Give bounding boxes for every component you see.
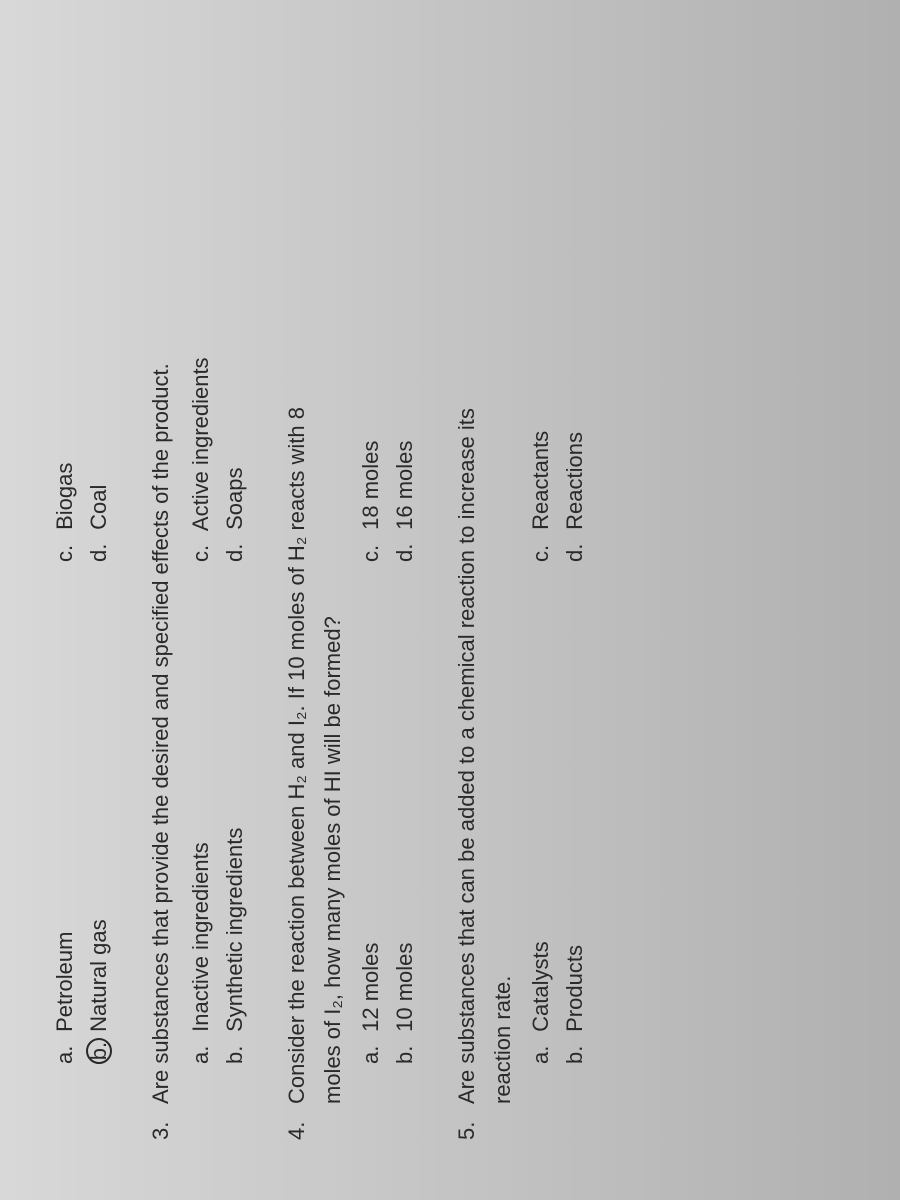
q2-c-text: Biogas bbox=[52, 463, 77, 530]
q3-options: a. Inactive ingredients c. Active ingred… bbox=[184, 60, 252, 1084]
q5-option-b: b. Products bbox=[558, 562, 592, 1064]
q4-option-a: a. 12 moles bbox=[354, 562, 388, 1064]
q3-a-label: a. bbox=[188, 1038, 214, 1064]
q4-question: 4. Consider the reaction between H₂ and … bbox=[284, 60, 310, 1140]
q4-option-b: b. 10 moles bbox=[388, 562, 422, 1064]
q4-text-line1: Consider the reaction between H₂ and I₂.… bbox=[284, 407, 309, 1104]
q3-d-label: d. bbox=[222, 536, 248, 562]
q3-b-text: Synthetic ingredients bbox=[222, 828, 247, 1032]
q5-d-text: Reactions bbox=[562, 432, 587, 530]
q5-option-a: a. Catalysts bbox=[524, 562, 558, 1064]
q5-a-label: a. bbox=[528, 1038, 554, 1064]
q3-text: Are substances that provide the desired … bbox=[148, 60, 174, 1104]
q4-block: 4. Consider the reaction between H₂ and … bbox=[284, 60, 422, 1140]
q4-text-line2: moles of I₂, how many moles of HI will b… bbox=[320, 60, 346, 1104]
q3-question: 3. Are substances that provide the desir… bbox=[148, 60, 174, 1140]
q5-c-text: Reactants bbox=[528, 431, 553, 530]
q5-option-c: c. Reactants bbox=[524, 60, 558, 562]
q2-option-a: a. Petroleum bbox=[48, 562, 82, 1064]
q5-question: 5. Are substances that can be added to a… bbox=[454, 60, 480, 1140]
q3-d-text: Soaps bbox=[222, 467, 247, 529]
q5-d-label: d. bbox=[562, 536, 588, 562]
q4-number: 4. bbox=[284, 1104, 310, 1140]
q2-d-text: Coal bbox=[86, 485, 111, 530]
q4-a-label: a. bbox=[358, 1038, 384, 1064]
q5-text-line1: Are substances that can be added to a ch… bbox=[454, 408, 479, 1104]
q5-b-text: Products bbox=[562, 945, 587, 1032]
q4-c-label: c. bbox=[358, 536, 384, 562]
q2-options: a. Petroleum c. Biogas b. Natural gas d.… bbox=[48, 60, 116, 1084]
q4-d-label: d. bbox=[392, 536, 418, 562]
worksheet-page: a. Petroleum c. Biogas b. Natural gas d.… bbox=[0, 0, 900, 1200]
q4-b-text: 10 moles bbox=[392, 943, 417, 1032]
q3-option-d: d. Soaps bbox=[218, 60, 252, 562]
q4-d-text: 16 moles bbox=[392, 441, 417, 530]
q4-c-text: 18 moles bbox=[358, 441, 383, 530]
q3-a-text: Inactive ingredients bbox=[188, 842, 213, 1032]
q5-options: a. Catalysts c. Reactants b. Products d.… bbox=[524, 60, 592, 1084]
q2-a-label: a. bbox=[52, 1038, 78, 1064]
q5-text-line2: reaction rate. bbox=[490, 60, 516, 1104]
q2-b-text: Natural gas bbox=[86, 919, 111, 1032]
q2-c-label: c. bbox=[52, 536, 78, 562]
q3-b-label: b. bbox=[222, 1038, 248, 1064]
q3-block: 3. Are substances that provide the desir… bbox=[148, 60, 252, 1140]
q5-option-d: d. Reactions bbox=[558, 60, 592, 562]
q5-c-label: c. bbox=[528, 536, 554, 562]
q2-d-label: d. bbox=[86, 536, 112, 562]
q5-block: 5. Are substances that can be added to a… bbox=[454, 60, 592, 1140]
q5-b-label: b. bbox=[562, 1038, 588, 1064]
q2-b-label: b. bbox=[86, 1038, 112, 1064]
q4-option-d: d. 16 moles bbox=[388, 60, 422, 562]
q3-number: 3. bbox=[148, 1104, 174, 1140]
q3-c-label: c. bbox=[188, 536, 214, 562]
q4-options: a. 12 moles c. 18 moles b. 10 moles d. 1… bbox=[354, 60, 422, 1084]
q3-option-b: b. Synthetic ingredients bbox=[218, 562, 252, 1064]
q3-option-c: c. Active ingredients bbox=[184, 60, 218, 562]
q2-option-c: c. Biogas bbox=[48, 60, 82, 562]
q3-c-text: Active ingredients bbox=[188, 357, 213, 531]
q2-a-text: Petroleum bbox=[52, 932, 77, 1032]
q2-option-d: d. Coal bbox=[82, 60, 116, 562]
q4-option-c: c. 18 moles bbox=[354, 60, 388, 562]
q5-a-text: Catalysts bbox=[528, 941, 553, 1031]
q2-partial-block: a. Petroleum c. Biogas b. Natural gas d.… bbox=[48, 60, 116, 1140]
q5-number: 5. bbox=[454, 1104, 480, 1140]
q4-a-text: 12 moles bbox=[358, 943, 383, 1032]
q4-b-label: b. bbox=[392, 1038, 418, 1064]
q2-option-b: b. Natural gas bbox=[82, 562, 116, 1064]
q3-option-a: a. Inactive ingredients bbox=[184, 562, 218, 1064]
